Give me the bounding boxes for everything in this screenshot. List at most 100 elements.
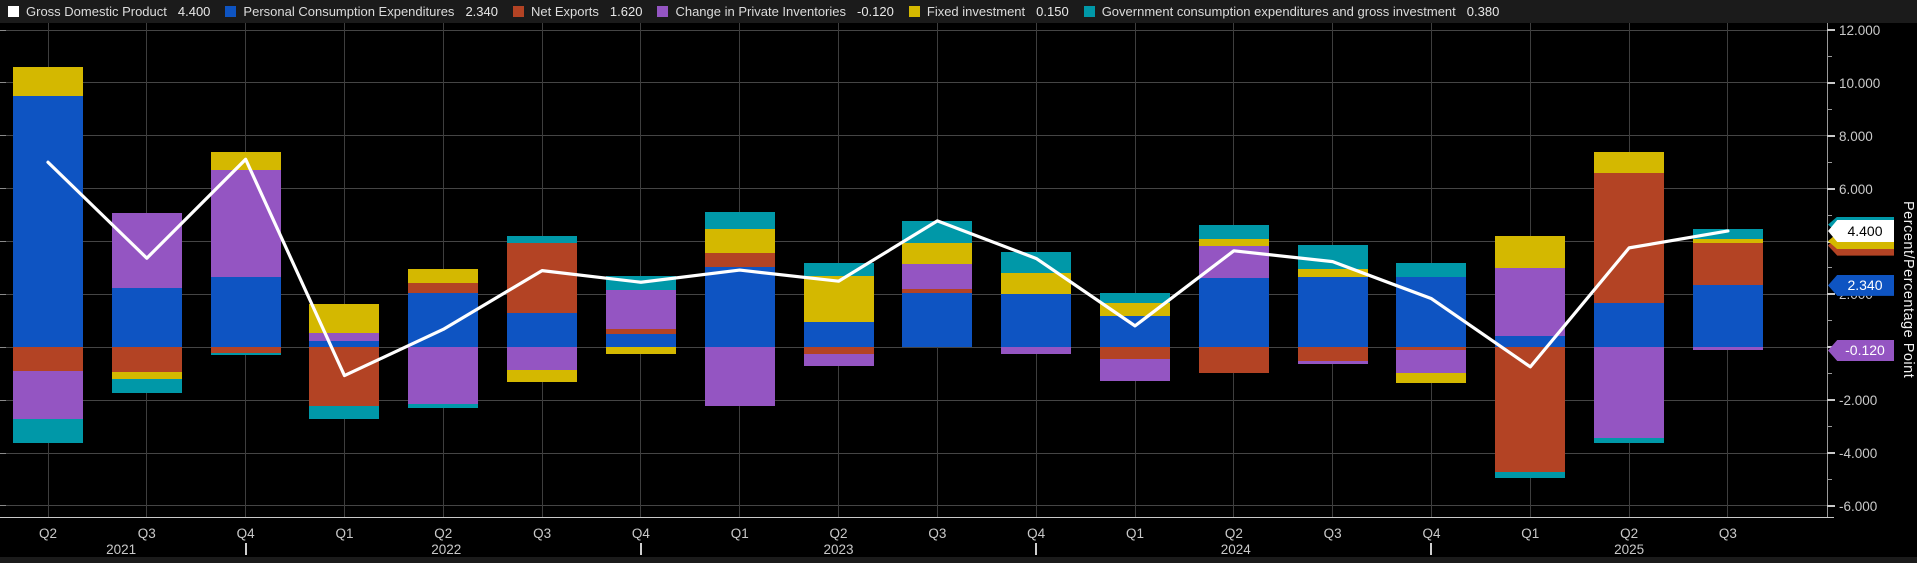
x-quarter-label: Q4 [1422,526,1441,541]
bar-segment[interactable] [902,293,973,348]
bar-segment[interactable] [803,262,874,276]
bar-segment[interactable] [408,347,479,404]
legend-item-4[interactable]: Fixed investment 0.150 [908,4,1069,19]
bar-segment[interactable] [1001,251,1072,274]
bar-segment[interactable] [507,347,578,371]
bar-segment[interactable] [1594,303,1665,348]
legend-item-2[interactable]: Net Exports 1.620 [512,4,642,19]
bar-segment[interactable] [408,403,479,408]
y-axis-major-tick [1827,452,1835,455]
bar-segment[interactable] [507,313,578,348]
bar-segment[interactable] [1692,285,1763,348]
bar-segment[interactable] [902,220,973,244]
bar-segment[interactable] [1495,268,1566,336]
x-quarter-label: Q3 [533,526,552,541]
bar-segment[interactable] [704,266,775,348]
bar-segment[interactable] [605,275,676,290]
bar-segment[interactable] [1100,303,1171,317]
bar-segment[interactable] [1495,471,1566,479]
bar-segment[interactable] [13,66,83,97]
bar-segment[interactable] [507,235,578,244]
bar-segment[interactable] [1692,238,1763,243]
bar-segment[interactable] [1198,246,1269,279]
bar-segment[interactable] [1297,347,1368,361]
bar-segment[interactable] [902,264,973,290]
bar-segment[interactable] [408,283,479,293]
bar-segment[interactable] [605,347,676,354]
bar-segment[interactable] [111,288,182,348]
bar-segment[interactable] [210,277,281,348]
bar-segment[interactable] [1495,235,1566,269]
bar-segment[interactable] [1100,359,1171,381]
bar-segment[interactable] [1594,347,1665,439]
bar-segment[interactable] [704,211,775,230]
bar-segment[interactable] [605,289,676,330]
bar-segment[interactable] [902,289,973,294]
bar-segment[interactable] [1594,173,1665,304]
x-quarter-label: Q4 [236,526,255,541]
bar-segment[interactable] [111,371,182,380]
bar-segment[interactable] [1495,347,1566,472]
bar-segment[interactable] [210,169,281,278]
legend-item-5[interactable]: Government consumption expenditures and … [1083,4,1499,19]
bar-segment[interactable] [902,243,973,264]
bar-segment[interactable] [803,347,874,355]
bar-segment[interactable] [507,370,578,383]
bar-segment[interactable] [1297,244,1368,270]
bar-segment[interactable] [309,303,380,333]
bar-segment[interactable] [1692,347,1763,351]
bar-segment[interactable] [704,347,775,406]
bar-segment[interactable] [803,354,874,366]
bar-segment[interactable] [803,275,874,322]
bar-segment[interactable] [1594,152,1665,174]
bar-segment[interactable] [13,370,83,420]
bar-segment[interactable] [309,405,380,420]
bar-segment[interactable] [111,212,182,289]
bar-segment[interactable] [605,334,676,348]
bar-segment[interactable] [1198,347,1269,374]
bar-segment[interactable] [111,379,182,393]
bar-segment[interactable] [1100,292,1171,304]
bar-segment[interactable] [1396,276,1467,348]
legend-label: Government consumption expenditures and … [1101,4,1456,19]
bar-segment[interactable] [1001,273,1072,294]
bar-segment[interactable] [111,347,182,372]
bar-segment[interactable] [13,419,83,443]
bar-segment[interactable] [1198,224,1269,239]
legend-item-3[interactable]: Change in Private Inventories -0.120 [657,4,894,19]
bar-segment[interactable] [408,292,479,348]
bar-segment[interactable] [1100,347,1171,360]
bar-segment[interactable] [1396,262,1467,277]
bar-segment[interactable] [1297,360,1368,364]
bar-segment[interactable] [803,321,874,348]
bar-segment[interactable] [1495,335,1566,348]
bar-segment[interactable] [1692,228,1763,239]
bar-segment[interactable] [507,243,578,314]
bar-segment[interactable] [1297,277,1368,348]
y-axis-minor-tick [1827,320,1832,322]
bar-segment[interactable] [704,229,775,254]
bar-segment[interactable] [408,269,479,284]
bar-segment[interactable] [1594,438,1665,443]
legend-item-0[interactable]: Gross Domestic Product 4.400 [8,4,210,19]
bar-segment[interactable] [210,352,281,355]
bar-segment[interactable] [1001,293,1072,348]
bar-segment[interactable] [210,151,281,170]
bar-segment[interactable] [1100,316,1171,348]
bar-segment[interactable] [1396,349,1467,374]
bar-segment[interactable] [1198,238,1269,247]
bar-segment[interactable] [13,347,83,371]
bar-segment[interactable] [1001,347,1072,355]
bar-segment[interactable] [1396,373,1467,384]
x-quarter-label: Q2 [434,526,453,541]
bar-segment[interactable] [605,329,676,335]
bar-segment[interactable] [309,332,380,341]
bar-segment[interactable] [1198,278,1269,348]
bar-segment[interactable] [1692,242,1763,286]
legend-item-1[interactable]: Personal Consumption Expenditures 2.340 [225,4,498,19]
bar-segment[interactable] [309,347,380,406]
bar-segment[interactable] [1297,269,1368,278]
bar-segment[interactable] [13,96,83,348]
bar-segment[interactable] [704,253,775,267]
